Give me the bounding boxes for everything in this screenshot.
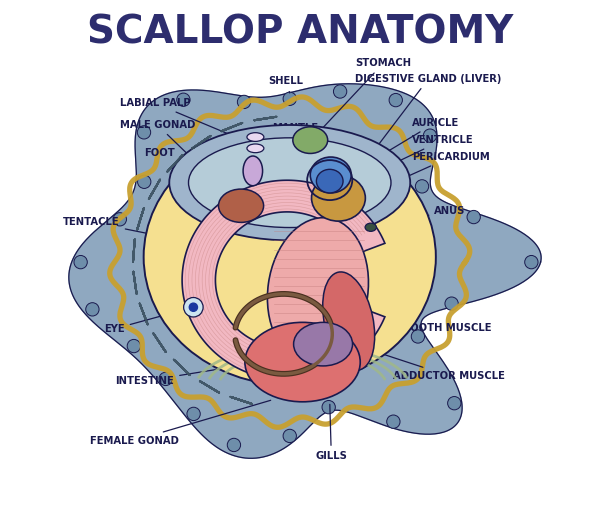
Ellipse shape	[293, 322, 353, 366]
Ellipse shape	[268, 217, 368, 363]
Polygon shape	[182, 180, 385, 380]
Circle shape	[137, 126, 151, 139]
Circle shape	[445, 297, 458, 310]
Text: AURICLE: AURICLE	[353, 118, 459, 173]
Text: ADDUCTOR MUSCLE: ADDUCTOR MUSCLE	[343, 341, 505, 381]
Text: EYE: EYE	[104, 308, 191, 334]
Text: SHELL: SHELL	[268, 76, 303, 93]
Ellipse shape	[245, 322, 360, 402]
Text: ANUS: ANUS	[373, 206, 466, 227]
Circle shape	[283, 429, 296, 443]
Polygon shape	[69, 84, 541, 458]
Circle shape	[334, 85, 347, 98]
Ellipse shape	[247, 144, 264, 153]
Text: PERICARDIUM: PERICARDIUM	[354, 152, 490, 200]
Circle shape	[467, 210, 481, 224]
Ellipse shape	[365, 223, 376, 231]
Text: MALE GONAD: MALE GONAD	[119, 120, 238, 203]
Circle shape	[525, 255, 538, 269]
Circle shape	[389, 94, 403, 107]
Circle shape	[159, 372, 172, 386]
Text: STOMACH: STOMACH	[313, 58, 412, 138]
Text: INTESTINE: INTESTINE	[115, 361, 269, 386]
Circle shape	[137, 175, 151, 189]
Text: LABIAL PALP: LABIAL PALP	[119, 98, 253, 144]
Ellipse shape	[243, 156, 263, 186]
Ellipse shape	[169, 125, 410, 241]
Ellipse shape	[311, 175, 365, 221]
Ellipse shape	[218, 189, 263, 223]
Circle shape	[283, 92, 296, 105]
Circle shape	[177, 93, 190, 106]
Circle shape	[113, 213, 127, 226]
Circle shape	[448, 396, 461, 410]
Text: SMOOTH MUSCLE: SMOOTH MUSCLE	[358, 318, 492, 333]
Circle shape	[189, 303, 197, 311]
Ellipse shape	[310, 157, 351, 193]
Ellipse shape	[188, 138, 391, 228]
Ellipse shape	[247, 133, 264, 141]
Text: TENTACLE: TENTACLE	[63, 217, 160, 236]
Text: DIGESTIVE GLAND (LIVER): DIGESTIVE GLAND (LIVER)	[341, 74, 502, 193]
Text: GILLS: GILLS	[316, 405, 347, 461]
Circle shape	[387, 415, 400, 428]
Circle shape	[227, 438, 241, 452]
Circle shape	[424, 129, 437, 142]
Ellipse shape	[293, 127, 328, 154]
Ellipse shape	[323, 272, 374, 370]
Circle shape	[415, 180, 428, 193]
Ellipse shape	[316, 169, 343, 193]
Text: SCALLOP ANATOMY: SCALLOP ANATOMY	[87, 13, 513, 51]
Circle shape	[184, 298, 203, 317]
Circle shape	[322, 400, 335, 414]
Circle shape	[187, 407, 200, 420]
Circle shape	[127, 339, 140, 353]
Circle shape	[74, 255, 87, 269]
Circle shape	[238, 95, 251, 108]
Text: FEMALE GONAD: FEMALE GONAD	[90, 400, 271, 446]
Text: VENTRICLE: VENTRICLE	[346, 135, 473, 187]
Ellipse shape	[143, 129, 436, 385]
Circle shape	[86, 303, 99, 316]
Circle shape	[411, 330, 425, 343]
Text: MANTLE: MANTLE	[272, 123, 318, 134]
Text: FOOT: FOOT	[143, 148, 250, 170]
